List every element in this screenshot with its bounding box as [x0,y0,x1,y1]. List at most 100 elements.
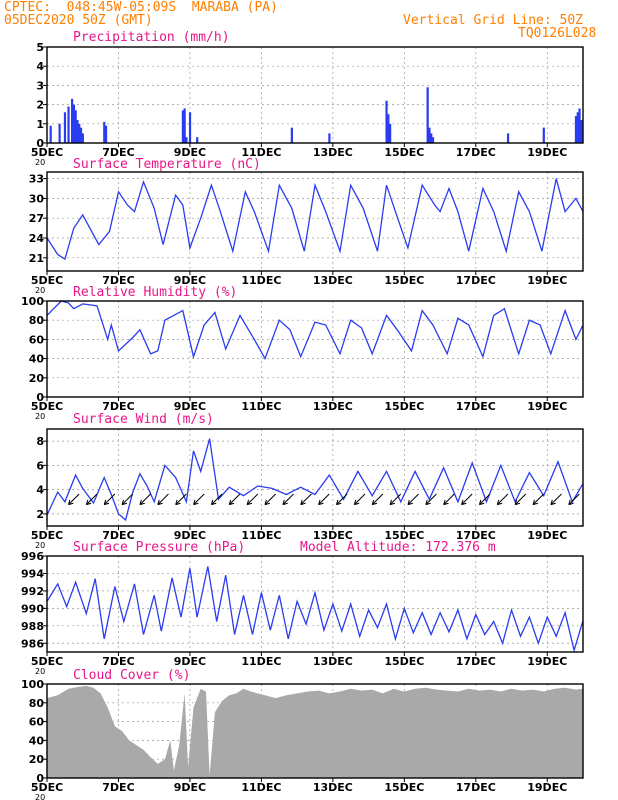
y-tick-label: 4 [36,484,44,497]
y-tick-label: 988 [21,620,44,633]
wind-arrow-head [425,502,431,506]
panel-temp: Surface Temperature (nC) 21 24 27 30 33 5DEC 7D… [29,157,584,295]
wind-arrow-head [193,499,196,505]
wind-arrow-head [353,499,357,505]
x-tick-label: 5DEC [31,781,63,794]
y-tick-label: 20 [29,372,45,385]
x-tick-label: 9DEC [174,146,206,159]
y-tick-label: 33 [29,173,44,186]
y-tick-label: 990 [21,602,44,615]
x-tick-label: 11DEC [241,529,281,542]
wind-arrow [103,493,116,506]
series-line [46,178,584,261]
x-tick-label: 13DEC [313,274,353,287]
panel-frame [46,171,584,272]
precip-bar [428,127,431,143]
panel-frame [46,555,584,653]
wind-arrow-head [478,499,482,505]
wind-arrow [353,493,366,506]
header-date: 05DEC2020 50Z (GMT) [4,13,153,28]
x-year-stub: 20 [35,793,45,800]
wind-arrow-head [532,502,538,506]
wind-arrow-shaft [139,493,151,505]
y-tick-label: 2 [36,99,44,112]
precip-bar [542,127,545,143]
y-tick-label: 992 [21,585,44,598]
wind-arrow-head [425,499,428,505]
x-tick-label: 7DEC [102,274,134,287]
wind-arrow-head [550,502,556,506]
wind-arrow [336,493,348,506]
wind-arrow-shaft [568,493,580,505]
x-tick-label: 5DEC [31,146,63,159]
x-tick-label: 19DEC [527,529,567,542]
y-tick-label: 30 [29,192,45,205]
y-tick-label: 6 [36,459,44,472]
series-line [46,566,584,653]
wind-arrow [425,493,437,506]
wind-arrow-head [86,502,92,506]
x-tick-label: 19DEC [527,274,567,287]
x-tick-label: 11DEC [241,400,281,413]
wind-arrow-head [389,502,396,506]
wind-arrow-head [354,502,360,506]
wind-arrow-head [300,499,303,505]
x-tick-label: 7DEC [102,529,134,542]
precip-bar [72,104,75,143]
wind-arrow [264,493,276,506]
header-station: CPTEC: 048:45W-05:09S MARABA (PA) [4,0,278,15]
y-tick-label: 996 [21,550,44,563]
series-line [46,438,584,522]
panel-frame [46,683,584,779]
precip-bar [574,116,578,143]
x-tick-label: 13DEC [313,146,353,159]
wind-arrow [246,493,259,506]
wind-arrow [514,493,527,506]
wind-arrow-head [246,499,250,505]
x-tick-label: 5DEC [31,274,63,287]
x-tick-label: 19DEC [527,655,567,668]
series-line [46,300,584,361]
x-tick-label: 15DEC [384,274,424,287]
x-tick-label: 9DEC [174,400,206,413]
wind-arrow-head [497,502,503,506]
x-tick-label: 7DEC [102,781,134,794]
wind-arrow-shaft [532,493,544,505]
x-tick-label: 7DEC [102,400,134,413]
wind-arrow-head [443,502,449,506]
wind-arrow-head [300,502,306,506]
y-tick-label: 100 [21,678,44,691]
precip-bar [385,100,388,143]
x-tick-label: 9DEC [174,781,206,794]
wind-arrow-head [336,499,339,505]
precip-bar [387,114,390,143]
wind-arrow-head [229,502,235,506]
panel-title: Precipitation (mm/h) [73,30,230,45]
wind-arrow-shaft [193,493,205,505]
wind-arrow-head [336,502,342,506]
wind-arrow-head [193,502,199,506]
wind-arrow-head [139,499,142,505]
precip-bar [506,133,510,143]
wind-arrow-shaft [514,493,527,505]
x-tick-label: 11DEC [241,781,281,794]
wind-arrow-head [461,499,464,505]
wind-arrow [478,493,491,506]
precip-bar [76,119,79,143]
wind-arrow [157,493,169,506]
y-tick-label: 100 [21,295,44,308]
panel-title: Surface Pressure (hPa) [73,540,245,555]
wind-arrow-head [532,499,535,505]
y-tick-label: 60 [29,716,45,729]
x-tick-label: 15DEC [384,781,424,794]
precip-bar [181,110,184,143]
y-tick-label: 0 [36,772,44,785]
wind-arrow-shaft [300,493,312,505]
y-tick-label: 40 [29,734,45,747]
precip-bar [103,121,106,143]
precip-bar [328,133,331,143]
wind-arrow-shaft [407,493,419,505]
wind-arrow-head [264,502,270,506]
wind-arrow-head [443,499,446,505]
